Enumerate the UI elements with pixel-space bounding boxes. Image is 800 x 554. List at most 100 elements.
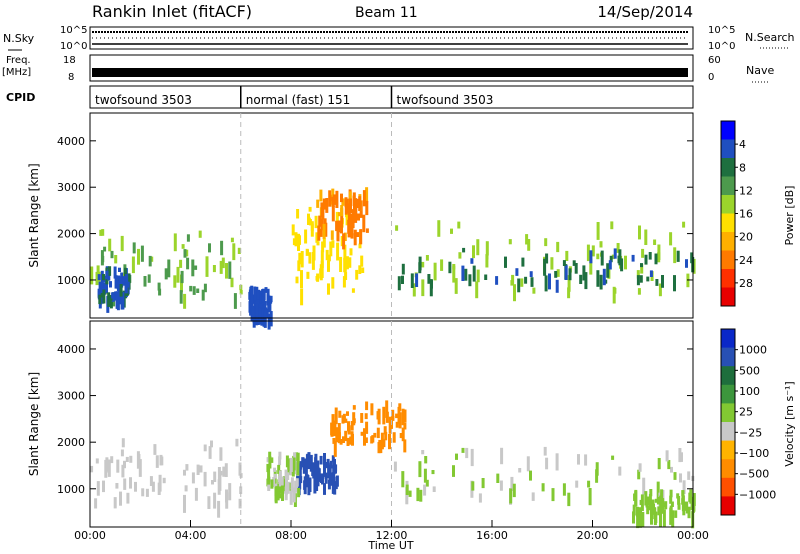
velocity-echo-mark — [674, 510, 678, 518]
power-echo-mark — [323, 218, 327, 225]
velocity-echo-mark — [129, 455, 133, 463]
velocity-echo-mark — [120, 449, 124, 457]
velocity-echo-mark — [151, 481, 155, 492]
velocity-echo-mark — [334, 483, 338, 490]
velocity-echo-mark — [298, 464, 302, 480]
velocity-echo-mark — [575, 480, 579, 488]
power-echo-mark — [655, 279, 659, 286]
power-echo-mark — [203, 283, 207, 293]
velocity-echo-mark — [337, 423, 341, 438]
velocity-echo-mark — [219, 447, 223, 461]
velocity-echo-mark — [529, 470, 532, 481]
velocity-echo-mark — [123, 460, 126, 469]
power-echo-mark — [606, 263, 610, 278]
power-echo-mark — [295, 276, 299, 284]
power-echo-mark — [464, 268, 468, 281]
power-echo-mark — [180, 270, 184, 284]
power-echo-mark — [300, 251, 304, 268]
velocity-echo-mark — [657, 458, 661, 470]
power-echo-mark — [225, 263, 228, 279]
power-echo-mark — [314, 215, 318, 229]
power-echo-mark — [97, 288, 101, 298]
velocity-echo-mark — [104, 459, 108, 478]
velocity-echo-mark — [531, 492, 535, 501]
power-echo-mark — [102, 274, 105, 281]
velocity-ytick-label: 2000 — [57, 436, 85, 449]
power-echo-mark — [269, 311, 273, 327]
velocity-echo-mark — [587, 480, 591, 488]
power-echo-mark — [527, 239, 531, 251]
x-tick-label: 04:00 — [175, 529, 207, 542]
power-echo-mark — [327, 254, 331, 262]
power-echo-mark — [100, 293, 104, 298]
power-echo-mark — [232, 243, 236, 261]
velocity-echo-mark — [401, 471, 405, 488]
velocity-echo-mark — [555, 453, 559, 471]
power-echo-mark — [266, 288, 270, 306]
velocity-echo-mark — [351, 433, 354, 446]
velocity-echo-mark — [499, 480, 503, 491]
power-echo-mark — [322, 237, 326, 248]
power-echo-mark — [485, 241, 489, 256]
power-echo-mark — [654, 253, 658, 265]
velocity-echo-mark — [333, 481, 337, 495]
velocity-echo-mark — [382, 438, 386, 448]
cpid-label: CPID — [6, 91, 35, 104]
velocity-echo-mark — [562, 483, 566, 496]
power-echo-mark — [107, 292, 111, 307]
velocity-echo-mark — [296, 462, 300, 476]
power-echo-mark — [470, 258, 474, 264]
power-echo-mark — [320, 260, 324, 278]
velocity-echo-mark — [199, 465, 203, 473]
velocity-echo-mark — [496, 473, 500, 483]
power-echo-mark — [425, 255, 429, 261]
velocity-echo-mark — [388, 416, 392, 434]
power-echo-mark — [349, 213, 353, 230]
velocity-echo-mark — [392, 432, 396, 443]
power-echo-mark — [316, 273, 320, 282]
velocity-echo-mark — [654, 498, 658, 503]
velocity-echo-mark — [364, 437, 368, 443]
velocity-echo-mark — [679, 473, 682, 483]
velocity-echo-mark — [324, 476, 328, 484]
power-echo-mark — [673, 275, 676, 292]
velocity-ytick-label: 4000 — [57, 343, 85, 356]
velocity-echo-mark — [207, 496, 211, 509]
power-echo-mark — [120, 272, 124, 288]
power-echo-mark — [324, 222, 328, 237]
velocity-echo-mark — [335, 475, 339, 487]
power-echo-mark — [181, 244, 185, 249]
velocity-echo-mark — [303, 458, 307, 467]
freq-panel: Freq. [MHz] 18 8 60 0 Nave — [2, 54, 774, 83]
velocity-colorbar-swatch — [721, 366, 735, 386]
power-echo-mark — [194, 265, 198, 270]
power-echo-mark — [98, 294, 102, 305]
power-echo-mark — [358, 196, 362, 211]
power-echo-mark — [397, 276, 401, 291]
velocity-echo-mark — [298, 482, 302, 490]
velocity-echo-mark — [141, 488, 145, 497]
velocity-echo-mark — [323, 462, 326, 477]
velocity-echo-mark — [408, 490, 412, 497]
velocity-echo-mark — [584, 454, 588, 466]
power-echo-mark — [529, 271, 533, 277]
velocity-echo-mark — [657, 506, 661, 516]
velocity-echo-mark — [239, 486, 243, 494]
velocity-echo-mark — [611, 455, 615, 460]
power-echo-mark — [602, 268, 606, 286]
power-echo-mark — [108, 238, 112, 252]
velocity-echo-mark — [676, 493, 680, 499]
power-echo-mark — [311, 252, 315, 270]
power-echo-mark — [196, 288, 200, 293]
velocity-echo-mark — [670, 501, 674, 507]
power-colorbar-tick-label: 28 — [739, 277, 753, 290]
velocity-echo-mark — [210, 440, 213, 448]
velocity-echo-mark — [373, 432, 377, 438]
velocity-echo-mark — [305, 454, 309, 467]
power-echo-mark — [624, 255, 627, 270]
power-echo-mark — [596, 222, 600, 240]
velocity-echo-mark — [401, 408, 405, 426]
velocity-echo-mark — [688, 492, 692, 502]
x-tick-label: 16:00 — [476, 529, 508, 542]
velocity-echo-mark — [377, 442, 381, 454]
